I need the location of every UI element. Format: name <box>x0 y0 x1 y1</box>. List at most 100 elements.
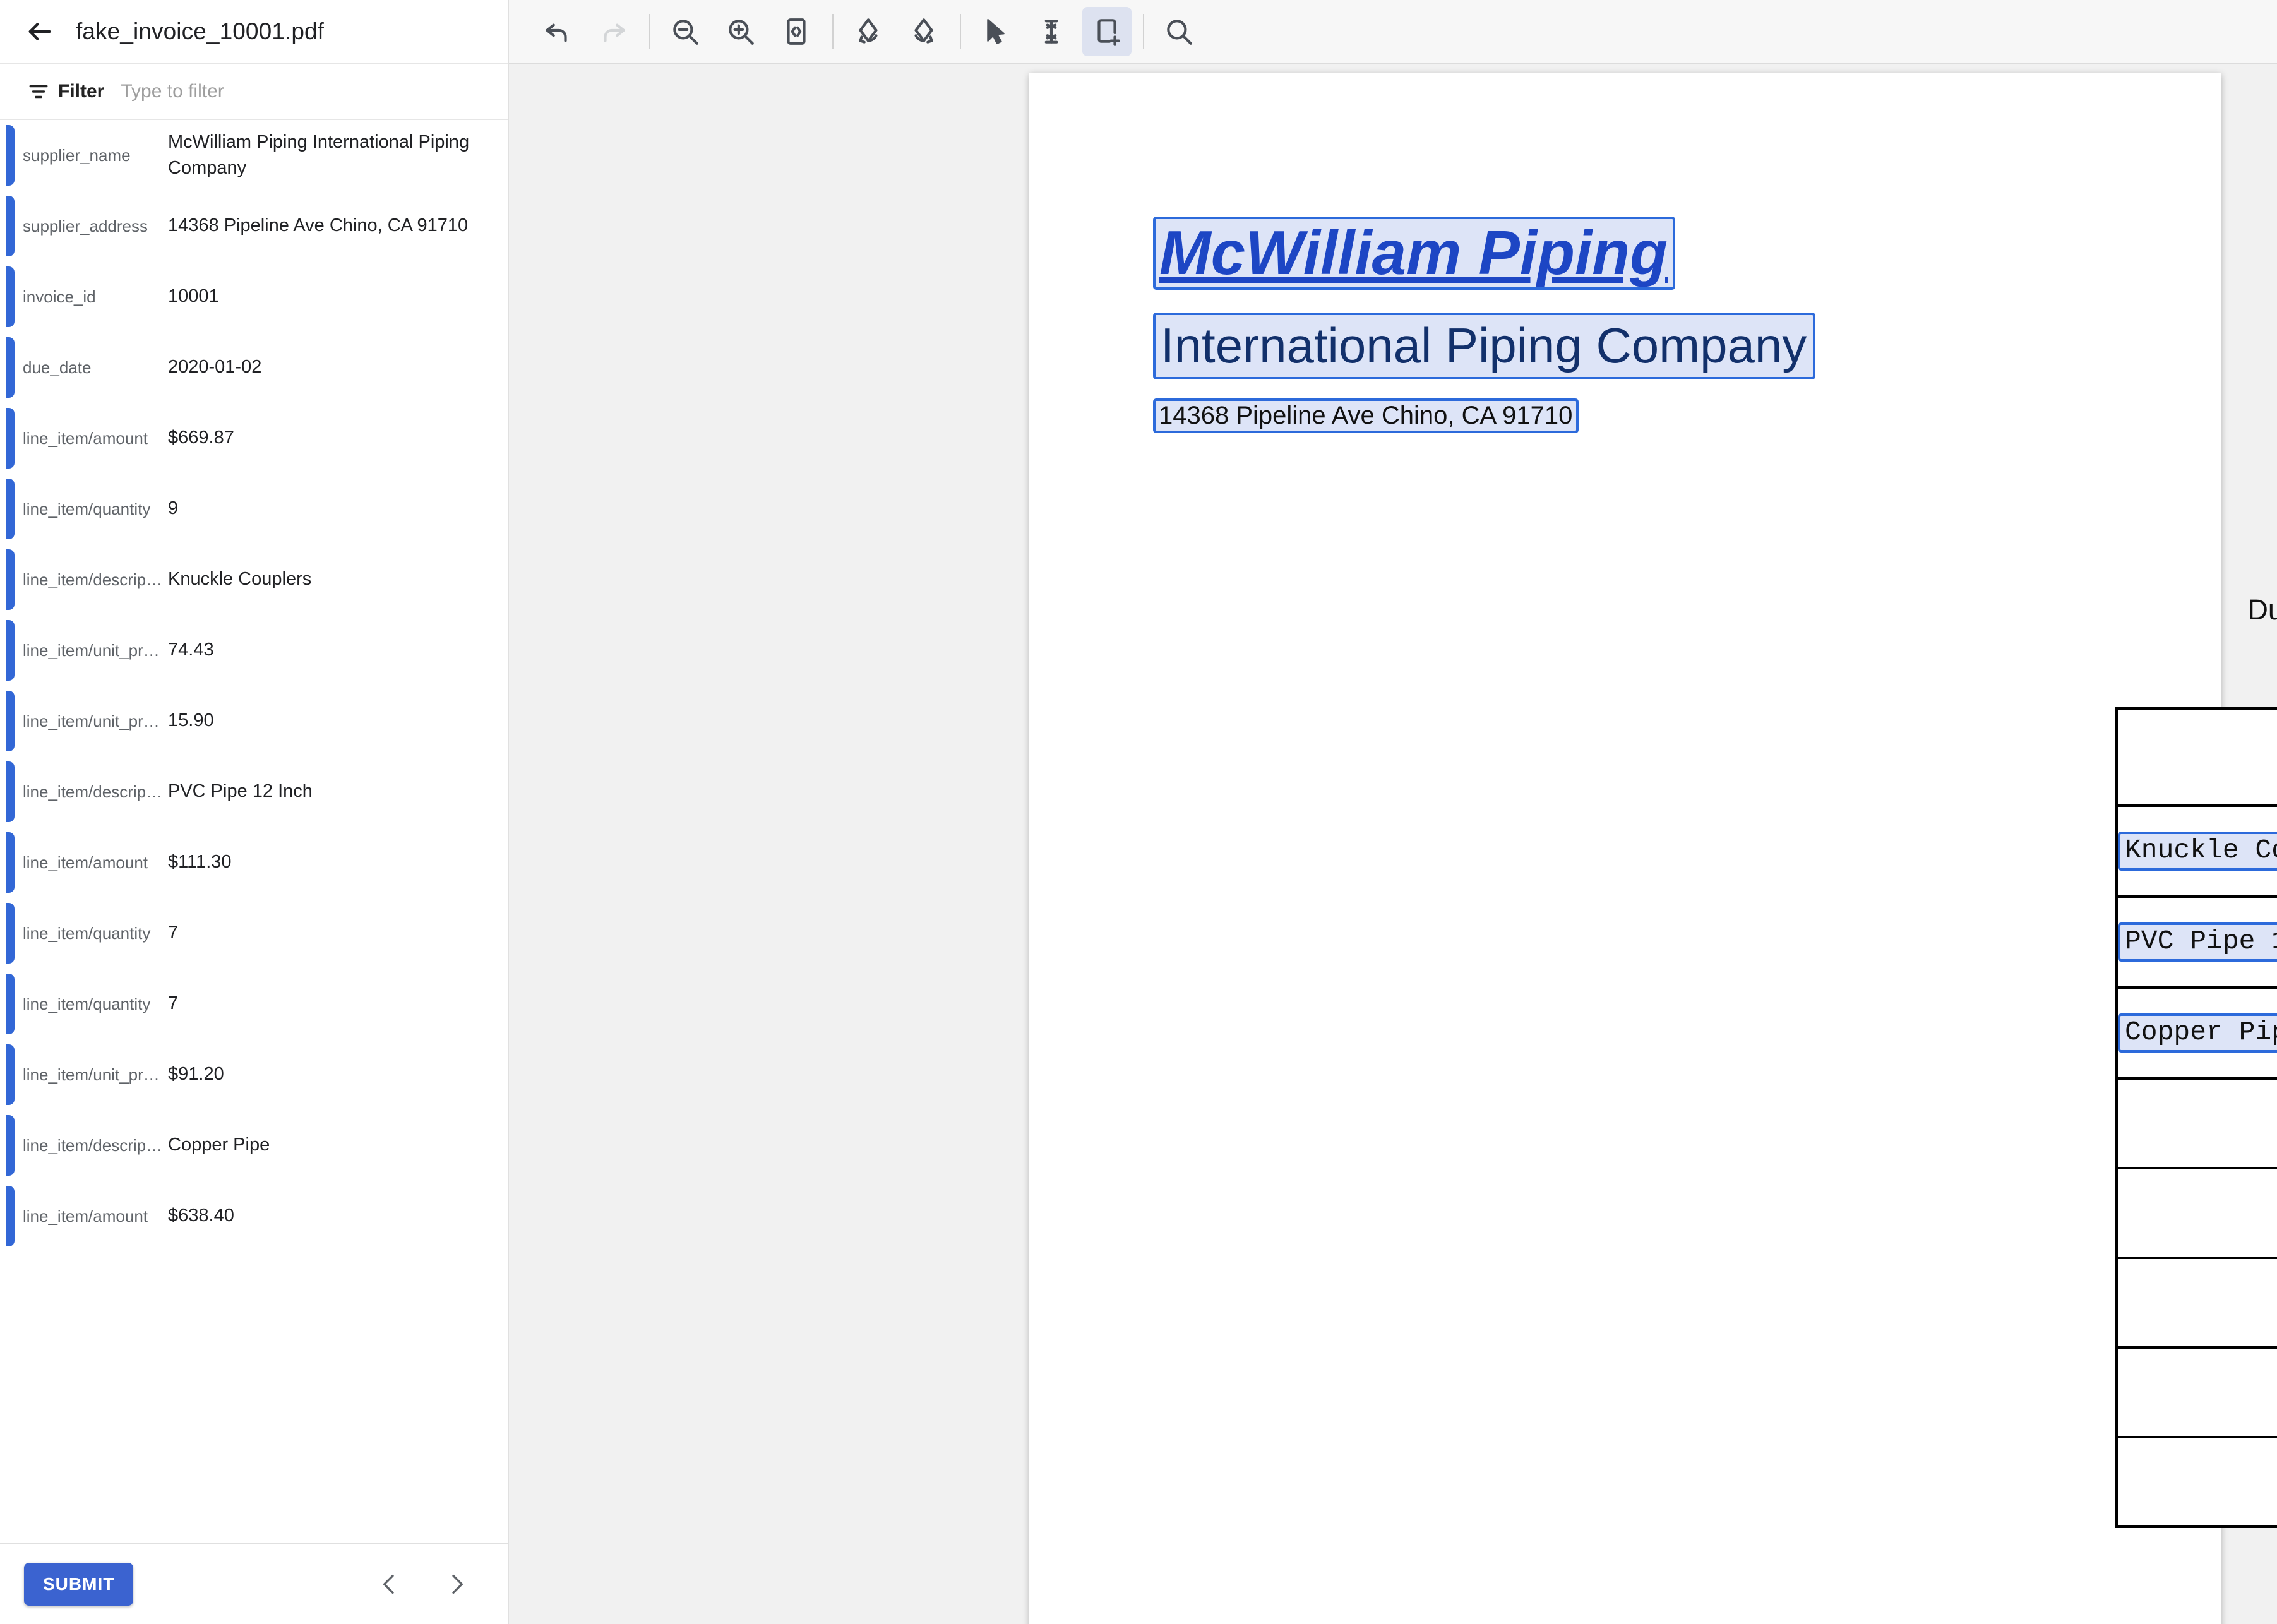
search-icon[interactable] <box>1154 7 1204 56</box>
field-value[interactable]: 15.90 <box>168 710 214 731</box>
field-row[interactable]: line_item/unit_price 74.43 <box>0 615 508 686</box>
table-row-empty <box>2115 1167 2277 1259</box>
page-title: fake_invoice_10001.pdf <box>76 18 325 44</box>
field-accent-bar <box>6 832 15 893</box>
zoom-out-icon[interactable] <box>660 7 710 56</box>
field-value[interactable]: 9 <box>168 498 179 519</box>
zoom-in-icon[interactable] <box>716 7 765 56</box>
cell-item: Knuckle Couplers <box>2115 804 2277 898</box>
filter-bar: Filter <box>0 64 508 120</box>
cell-empty <box>2115 1077 2277 1169</box>
chevron-left-icon[interactable] <box>373 1565 407 1603</box>
table-row: Copper Pipe7$91.20$638.40 <box>2115 986 2277 1080</box>
main-area: McWilliam Piping International Piping Co… <box>509 0 2277 1624</box>
field-row[interactable]: line_item/quantity 7 <box>0 969 508 1039</box>
table-row-empty <box>2115 1077 2277 1169</box>
cell-item: PVC Pipe 12 Inch <box>2115 895 2277 989</box>
field-key: line_item/amount <box>23 428 148 448</box>
field-value[interactable]: PVC Pipe 12 Inch <box>168 781 313 802</box>
field-list[interactable]: supplier_name McWilliam Piping Internatio… <box>0 120 508 1543</box>
field-accent-bar <box>6 620 15 681</box>
field-row[interactable]: line_item/unit_price 15.90 <box>0 686 508 756</box>
document-viewport[interactable]: McWilliam Piping International Piping Co… <box>509 64 2277 1624</box>
chevron-right-icon[interactable] <box>439 1565 474 1603</box>
pdf-page[interactable]: McWilliam Piping International Piping Co… <box>1029 73 2277 1624</box>
add-region-icon[interactable] <box>1082 7 1132 56</box>
field-sidebar: fake_invoice_10001.pdf Filter supplier_n… <box>0 0 509 1624</box>
field-row[interactable]: invoice_id 10001 <box>0 261 508 332</box>
field-value[interactable]: McWilliam Piping International Piping Co… <box>168 131 470 178</box>
field-value[interactable]: 74.43 <box>168 640 214 660</box>
field-key: line_item/descripti… <box>23 1135 163 1155</box>
sidebar-footer: SUBMIT <box>0 1543 508 1624</box>
field-key: line_item/amount <box>23 1206 148 1226</box>
field-key: line_item/descripti… <box>23 570 163 589</box>
cell-empty <box>2115 1346 2277 1438</box>
fit-width-icon[interactable] <box>772 7 821 56</box>
item-value[interactable]: Copper Pipe <box>2118 1013 2277 1053</box>
field-accent-bar <box>6 1044 15 1105</box>
header-item: Item <box>2115 707 2277 807</box>
company-title[interactable]: McWilliam Piping <box>1153 217 1675 290</box>
field-row[interactable]: line_item/amount $638.40 <box>0 1181 508 1251</box>
field-accent-bar <box>6 1186 15 1246</box>
back-arrow-icon[interactable] <box>20 12 59 51</box>
filter-input[interactable] <box>121 76 386 107</box>
field-value[interactable]: Copper Pipe <box>168 1135 270 1155</box>
field-row[interactable]: line_item/amount $669.87 <box>0 403 508 474</box>
select-pointer-icon[interactable] <box>971 7 1020 56</box>
item-value[interactable]: PVC Pipe 12 Inch <box>2118 922 2277 962</box>
sidebar-header: fake_invoice_10001.pdf <box>0 0 508 64</box>
field-row[interactable]: line_item/descripti… PVC Pipe 12 Inch <box>0 756 508 827</box>
cell-item: Copper Pipe <box>2115 986 2277 1080</box>
field-row[interactable]: line_item/descripti… Copper Pipe <box>0 1110 508 1181</box>
field-accent-bar <box>6 196 15 256</box>
field-accent-bar <box>6 479 15 539</box>
field-row[interactable]: supplier_name McWilliam Piping Internatio… <box>0 120 508 191</box>
field-accent-bar <box>6 266 15 327</box>
filter-icon <box>28 80 51 103</box>
field-value[interactable]: $91.20 <box>168 1064 224 1085</box>
toolbar-divider <box>1143 14 1144 49</box>
cell-empty <box>2115 1436 2277 1528</box>
text-select-icon[interactable] <box>1027 7 1076 56</box>
field-value[interactable]: $111.30 <box>168 852 232 873</box>
company-address[interactable]: 14368 Pipeline Ave Chino, CA 91710 <box>1153 398 1579 434</box>
line-items-table: Item Quantity Price Cost Knuckle Coupler… <box>2115 707 2277 1528</box>
toolbar-divider <box>832 14 834 49</box>
field-row[interactable]: line_item/quantity 9 <box>0 474 508 544</box>
rotate-right-icon[interactable] <box>899 7 948 56</box>
field-accent-bar <box>6 691 15 751</box>
field-accent-bar <box>6 974 15 1034</box>
invoice-id-row: Invoice: 10001 <box>2204 540 2277 579</box>
item-value[interactable]: Knuckle Couplers <box>2118 832 2277 871</box>
field-row[interactable]: line_item/quantity 7 <box>0 898 508 969</box>
pdf-toolbar <box>509 0 2277 64</box>
field-value[interactable]: 10001 <box>168 286 219 307</box>
undo-icon[interactable] <box>533 7 582 56</box>
field-value[interactable]: $638.40 <box>168 1205 234 1226</box>
table-row: PVC Pipe 12 Inch7$15.90$111.30 <box>2115 895 2277 989</box>
field-accent-bar <box>6 1115 15 1176</box>
submit-button[interactable]: SUBMIT <box>24 1563 134 1606</box>
company-subtitle[interactable]: International Piping Company <box>1153 312 1816 380</box>
table-row: Knuckle Couplers9$74.43$669.87 <box>2115 804 2277 898</box>
field-row[interactable]: line_item/amount $111.30 <box>0 827 508 898</box>
field-key: line_item/unit_price <box>23 640 163 660</box>
table-row-total: Tax$113.57 <box>2115 1346 2277 1438</box>
redo-icon[interactable] <box>589 7 638 56</box>
field-value[interactable]: 2020-01-02 <box>168 357 262 378</box>
field-value[interactable]: 7 <box>168 993 179 1014</box>
field-row[interactable]: due_date 2020-01-02 <box>0 332 508 403</box>
rotate-left-icon[interactable] <box>844 7 893 56</box>
field-value[interactable]: 14368 Pipeline Ave Chino, CA 91710 <box>168 215 469 236</box>
field-key: line_item/unit_price <box>23 1065 163 1084</box>
field-row[interactable]: supplier_address 14368 Pipeline Ave Chino… <box>0 191 508 261</box>
field-accent-bar <box>6 337 15 398</box>
field-value[interactable]: 7 <box>168 922 179 943</box>
field-value[interactable]: $669.87 <box>168 427 234 448</box>
field-row[interactable]: line_item/unit_price $91.20 <box>0 1039 508 1110</box>
field-row[interactable]: line_item/descripti… Knuckle Couplers <box>0 544 508 615</box>
field-value[interactable]: Knuckle Couplers <box>168 569 312 590</box>
